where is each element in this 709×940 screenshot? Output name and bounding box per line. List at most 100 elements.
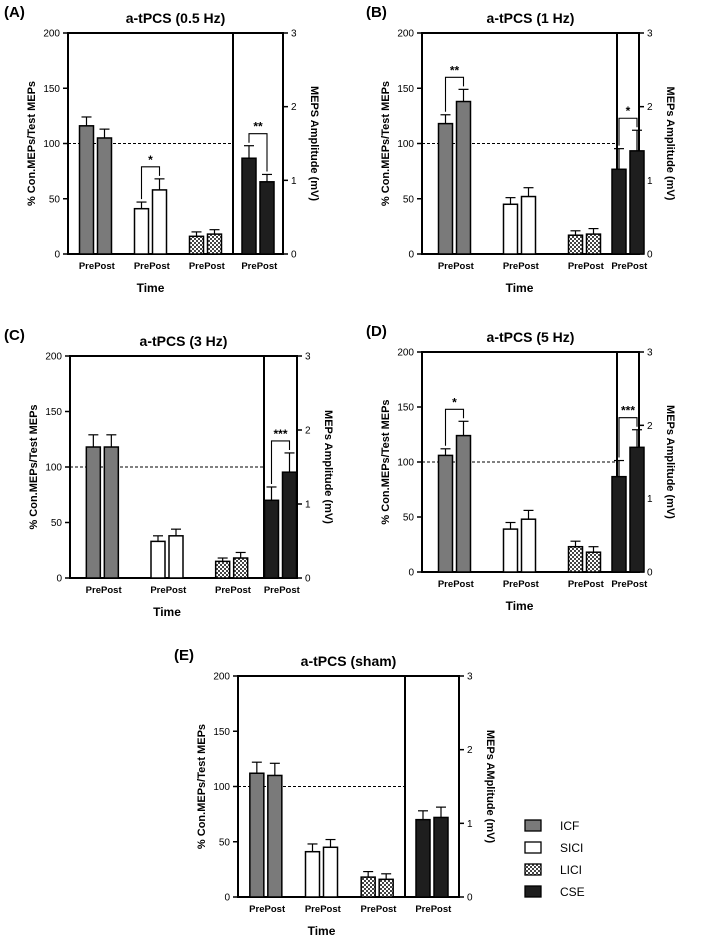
y-tick-label: 50 <box>403 513 415 524</box>
series-cse: Pre Post <box>241 145 278 272</box>
x-tick-label: Pre <box>305 904 320 915</box>
bar-lici-pre <box>188 235 205 255</box>
x-axis-label: Time <box>137 281 165 295</box>
series-icf: Pre Post <box>78 116 116 272</box>
bracket-line <box>444 76 465 112</box>
legend-label: CSE <box>560 885 585 899</box>
bar-cse-pre <box>611 475 627 573</box>
bar-lici-pre <box>214 560 231 579</box>
x-tick-label: Post <box>431 904 452 915</box>
y2-tick-label: 0 <box>647 568 653 579</box>
series-lici: Pre Post <box>214 551 252 596</box>
bar-cse-post <box>281 471 298 579</box>
y-tick-label: 200 <box>43 29 60 40</box>
y-tick-label: 100 <box>45 463 62 474</box>
significance-label: ** <box>253 120 263 134</box>
x-tick-label: Post <box>627 261 648 272</box>
x-tick-label: Pre <box>611 261 626 272</box>
bracket-line <box>248 133 268 172</box>
y-tick-label: 100 <box>43 139 60 150</box>
bar-lici-pre <box>360 876 376 898</box>
y2-tick-label: 0 <box>647 250 653 261</box>
legend-label: LICI <box>560 863 582 877</box>
bar-icf-pre <box>249 772 265 898</box>
significance-label: * <box>148 153 153 167</box>
x-tick-label: Post <box>265 904 286 915</box>
bar-lici-pre <box>567 545 584 573</box>
legend-swatch <box>524 841 542 854</box>
bar-icf-pre <box>437 122 454 255</box>
series-icf: Pre Post <box>249 761 286 915</box>
y-tick-label: 150 <box>213 727 230 738</box>
bar-cse-pre <box>415 818 431 898</box>
y2-tick-label: 1 <box>647 176 653 187</box>
significance-bracket: *** <box>618 404 638 458</box>
x-tick-label: Pre <box>568 579 583 590</box>
x-axis-label: Time <box>506 599 534 613</box>
significance-bracket: * <box>444 395 465 446</box>
bracket-line <box>618 417 638 458</box>
y2-tick-label: 2 <box>467 745 473 756</box>
bar-icf-pre <box>78 125 95 255</box>
series-cse: Pre Post <box>263 452 301 596</box>
legend-item-icf: ICF <box>524 819 579 833</box>
x-tick-label: Pre <box>361 904 376 915</box>
legend-item-lici: LICI <box>524 863 582 877</box>
y-tick-label: 0 <box>408 568 414 579</box>
series-lici: Pre Post <box>188 229 226 272</box>
bar-sici-post <box>520 195 537 255</box>
panel-label: (A) <box>4 4 25 21</box>
chart-title: a-tPCS (3 Hz) <box>140 333 228 349</box>
y2-tick-label: 3 <box>291 29 297 40</box>
panel-c: (C) a-tPCS (3 Hz) 0 50 100 150 200 0 1 2 3 % Con.ME… <box>4 327 334 619</box>
significance-label: * <box>626 104 631 118</box>
bar-sici-pre <box>502 203 519 255</box>
x-tick-label: Post <box>257 261 278 272</box>
y2-axis-label: MEPs Amplitude (mV) <box>322 410 334 524</box>
y2-tick-label: 3 <box>647 348 653 359</box>
bracket-line <box>618 117 638 146</box>
legend: ICF SICI LICI CSE <box>524 819 585 899</box>
significance-bracket: ** <box>444 63 465 112</box>
x-tick-label: Post <box>583 261 604 272</box>
bar-sici-pre <box>502 528 519 573</box>
series-sici: Pre Post <box>502 187 540 272</box>
x-tick-label: Post <box>320 904 341 915</box>
y2-tick-label: 1 <box>305 500 311 511</box>
series-sici: Pre Post <box>502 509 540 590</box>
bar-lici-post <box>585 233 602 255</box>
bar-lici-post <box>585 551 602 573</box>
y2-tick-label: 0 <box>467 893 473 904</box>
series-sici: Pre Post <box>150 528 187 596</box>
y2-tick-label: 0 <box>305 574 311 585</box>
y-tick-label: 0 <box>408 250 414 261</box>
y2-tick-label: 1 <box>647 494 653 505</box>
bar-cse-post <box>629 446 645 573</box>
y-tick-label: 200 <box>397 348 414 359</box>
bar-sici-pre <box>133 207 150 255</box>
y-tick-label: 0 <box>54 250 60 261</box>
panel-d: (D) a-tPCS (5 Hz) 0 50 100 150 200 0 1 2 3 % Con.ME… <box>366 323 676 613</box>
y-tick-label: 100 <box>397 139 414 150</box>
y2-tick-label: 0 <box>291 250 297 261</box>
significance-label: * <box>452 395 457 409</box>
bar-icf-post <box>103 446 120 579</box>
y-tick-label: 150 <box>43 84 60 95</box>
significance-bracket: *** <box>270 427 291 484</box>
panel-e: (E) a-tPCS (sham) 0 50 100 150 200 0 1 2 3 % Con.ME… <box>174 647 496 938</box>
bar-icf-pre <box>85 446 102 579</box>
bar-cse-pre <box>241 157 257 255</box>
x-tick-label: Post <box>453 261 474 272</box>
bar-cse-post <box>259 181 275 255</box>
panel-a: (A) a-tPCS (0.5 Hz) 0 50 100 150 200 0 1 2 3 % Con.… <box>4 4 320 295</box>
bar-icf-post <box>96 137 113 255</box>
series-icf: Pre Post <box>437 420 475 590</box>
y-tick-label: 50 <box>51 518 63 529</box>
x-tick-label: Pre <box>79 261 94 272</box>
x-tick-label: Pre <box>249 904 264 915</box>
significance-bracket: * <box>618 104 638 146</box>
y2-tick-label: 3 <box>647 29 653 40</box>
bar-sici-pre <box>304 850 321 898</box>
y2-tick-label: 2 <box>291 102 297 113</box>
y-tick-label: 50 <box>403 194 415 205</box>
